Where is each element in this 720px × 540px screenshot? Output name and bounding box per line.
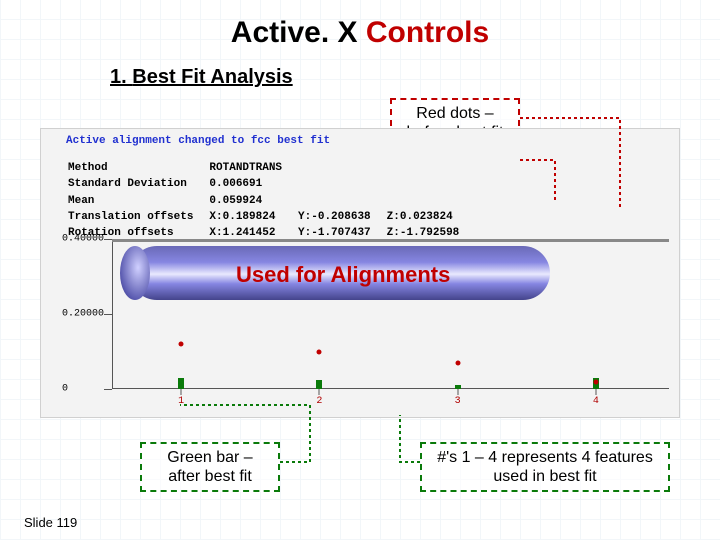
section-heading: 1. Best Fit Analysis bbox=[110, 66, 293, 89]
title-main: Active. X bbox=[231, 16, 366, 49]
y-tick bbox=[104, 389, 112, 390]
decorative-cylinder-cap bbox=[120, 246, 150, 300]
section-title: Best Fit Analysis bbox=[132, 66, 292, 88]
callout-numbers: #'s 1 – 4 represents 4 features used in … bbox=[420, 442, 670, 492]
y-tick bbox=[104, 239, 112, 240]
stat-value: Y:-0.208638 bbox=[298, 210, 385, 224]
x-tick bbox=[595, 389, 596, 395]
x-tick bbox=[181, 389, 182, 395]
chart-dot bbox=[455, 360, 460, 365]
x-tick bbox=[319, 389, 320, 395]
callout-green-bar: Green bar – after best fit bbox=[140, 442, 280, 492]
overlay-label: Used for Alignments bbox=[230, 260, 456, 290]
stats-table: MethodROTANDTRANS Standard Deviation0.00… bbox=[66, 159, 475, 242]
chart-dot bbox=[317, 349, 322, 354]
y-tick bbox=[104, 314, 112, 315]
table-row: Mean0.059924 bbox=[68, 194, 473, 208]
x-tick bbox=[457, 389, 458, 395]
x-axis bbox=[112, 388, 669, 389]
y-axis bbox=[112, 239, 113, 389]
chart-top-rule bbox=[112, 239, 669, 242]
stat-label: Method bbox=[68, 161, 207, 175]
callout-text: Green bar – after best fit bbox=[167, 449, 252, 485]
title-accent: Controls bbox=[366, 16, 489, 49]
x-tick-label: 4 bbox=[593, 396, 599, 407]
stat-value: X:0.189824 bbox=[209, 210, 296, 224]
chart-dot bbox=[593, 379, 598, 384]
stat-value: 0.006691 bbox=[209, 177, 296, 191]
x-tick-label: 2 bbox=[316, 396, 322, 407]
stats-block: MethodROTANDTRANS Standard Deviation0.00… bbox=[66, 159, 475, 242]
slide-number: Slide 119 bbox=[24, 515, 77, 530]
page-title: Active. X Controls bbox=[0, 16, 720, 50]
x-tick-label: 3 bbox=[455, 396, 461, 407]
chart-bar bbox=[316, 380, 322, 389]
stat-value: Z:0.023824 bbox=[387, 210, 474, 224]
y-tick-label: 0.40000 bbox=[62, 234, 104, 245]
screenshot-header: Active alignment changed to fcc best fit bbox=[66, 135, 330, 147]
stat-value: ROTANDTRANS bbox=[209, 161, 296, 175]
table-row: Translation offsetsX:0.189824Y:-0.208638… bbox=[68, 210, 473, 224]
callout-text: #'s 1 – 4 represents 4 features used in … bbox=[437, 449, 653, 485]
stat-value: 0.059924 bbox=[209, 194, 296, 208]
chart-dot bbox=[179, 342, 184, 347]
stat-label: Standard Deviation bbox=[68, 177, 207, 191]
section-prefix: 1. bbox=[110, 66, 132, 88]
table-row: MethodROTANDTRANS bbox=[68, 161, 473, 175]
table-row: Standard Deviation0.006691 bbox=[68, 177, 473, 191]
x-tick-label: 1 bbox=[178, 396, 184, 407]
stat-label: Translation offsets bbox=[68, 210, 207, 224]
stat-label: Mean bbox=[68, 194, 207, 208]
chart-bar bbox=[178, 378, 184, 389]
y-tick-label: 0.20000 bbox=[62, 309, 104, 320]
y-tick-label: 0 bbox=[62, 384, 68, 395]
